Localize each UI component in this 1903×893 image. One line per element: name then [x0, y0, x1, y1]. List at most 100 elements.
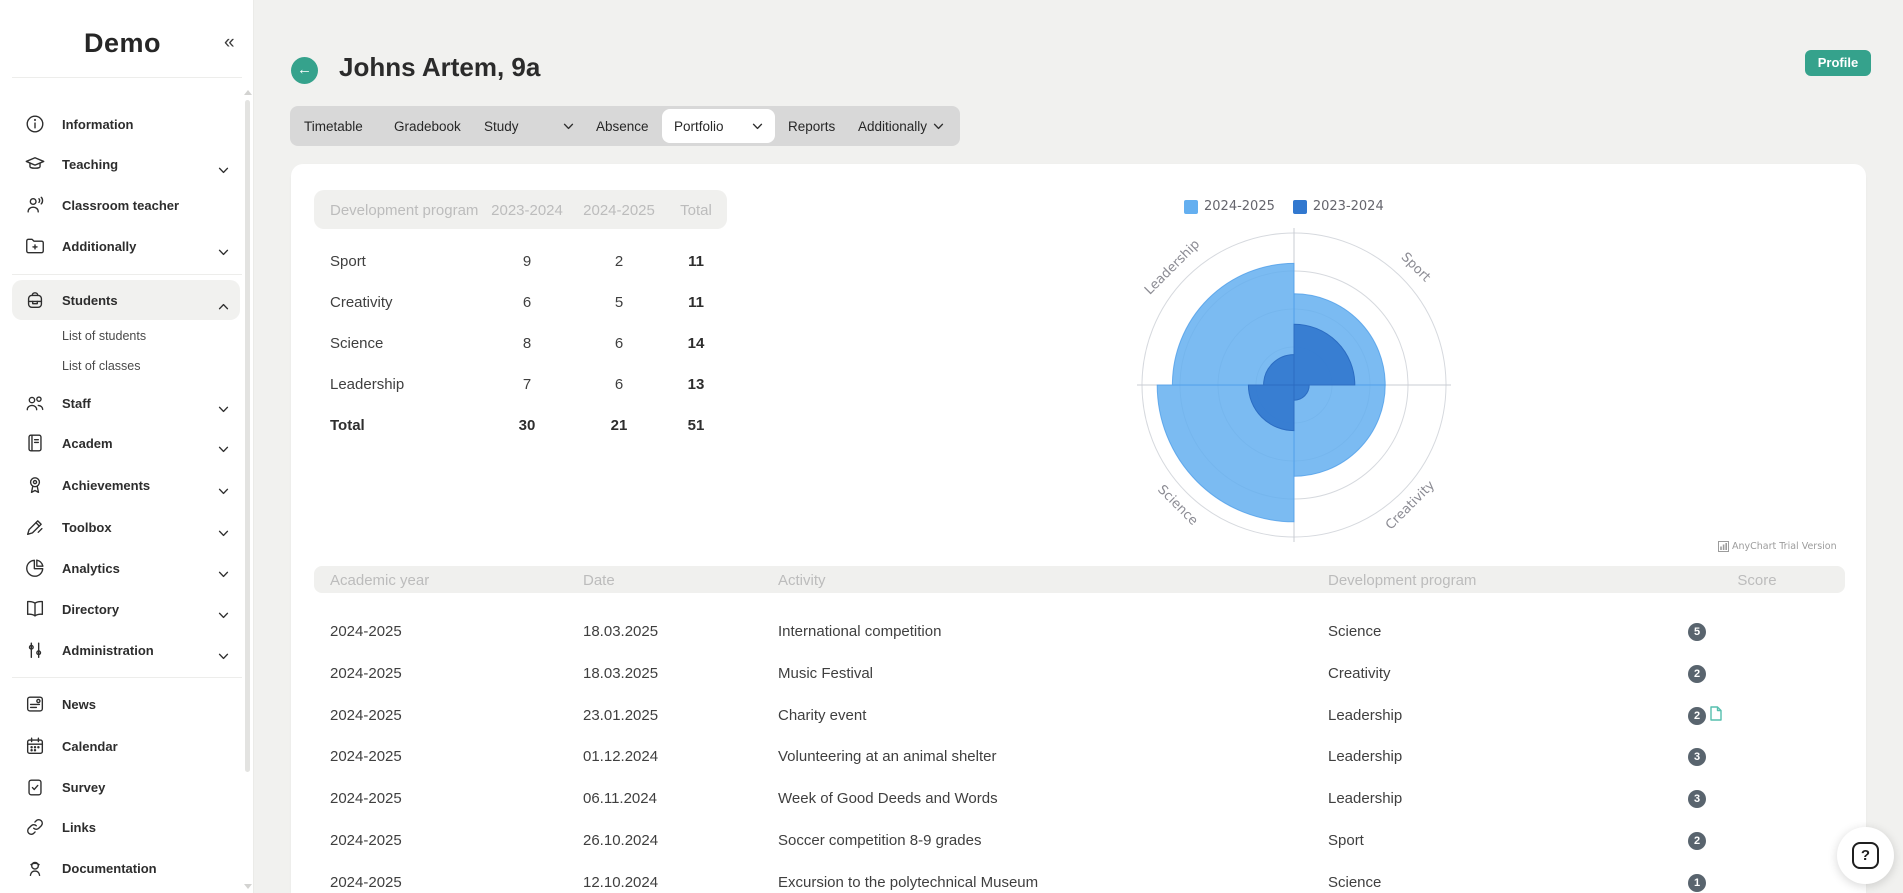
tab-label: Study [484, 118, 519, 134]
back-button[interactable]: ← [291, 57, 318, 84]
tab-label: Absence [596, 118, 649, 134]
sidebar-item-label: Documentation [62, 861, 157, 876]
summary-cell: 51 [687, 417, 705, 434]
sidebar-item-label: Students [62, 293, 118, 308]
activities-cell: 18.03.2025 [583, 623, 659, 640]
sidebar-subitem-list-of-classes[interactable]: List of classes [62, 359, 141, 373]
polar-chart: Sport Creativity Science Leadership [1129, 220, 1459, 550]
summary-col-header: Development program [330, 202, 479, 219]
chevron-down-icon [218, 400, 229, 418]
score-badge: 3 [1688, 790, 1706, 809]
sidebar-item-administration[interactable]: Administration [12, 630, 240, 670]
question-mark-icon: ? [1852, 842, 1879, 869]
activities-cell: 23.01.2025 [583, 706, 659, 724]
tab-label: Gradebook [394, 118, 461, 134]
sidebar-item-teaching[interactable]: Teaching [12, 144, 240, 184]
activities-col-header: Score [1737, 572, 1777, 589]
score-badge: 2 [1688, 706, 1706, 725]
summary-cell: 8 [522, 335, 532, 352]
wedge-sport-2023-2024[interactable] [1293, 323, 1356, 386]
sidebar-item-label: Calendar [62, 739, 118, 754]
sidebar-item-analytics[interactable]: Analytics [12, 548, 240, 588]
chevron-down-icon [563, 123, 574, 130]
scroll-up-icon[interactable] [244, 90, 252, 95]
sidebar-item-achievements[interactable]: Achievements [12, 465, 240, 505]
tab-portfolio[interactable]: Portfolio [662, 109, 775, 143]
chevron-down-icon [933, 123, 944, 130]
activities-cell: International competition [778, 623, 942, 640]
tab-study[interactable]: Study [484, 106, 574, 146]
summary-col-header: Total [680, 202, 712, 219]
graduation-cap-icon [24, 153, 46, 175]
sidebar-collapse-button[interactable]: « [224, 32, 235, 53]
sidebar-item-students[interactable]: Students [12, 280, 240, 320]
tab-label: Portfolio [674, 118, 724, 134]
summary-cell: 7 [522, 376, 532, 393]
activities-cell: Science [1328, 623, 1382, 640]
sidebar-item-academ[interactable]: Academ [12, 423, 240, 463]
sidebar-item-label: Classroom teacher [62, 198, 180, 213]
sidebar-item-toolbox[interactable]: Toolbox [12, 507, 240, 547]
tab-absence[interactable]: Absence [596, 106, 649, 146]
wedge-creativity-2024-2025[interactable] [1293, 384, 1386, 477]
chevron-down-icon [218, 243, 229, 261]
sidebar-item-links[interactable]: Links [12, 807, 240, 847]
summary-cell: 11 [688, 253, 704, 270]
sidebar-item-calendar[interactable]: Calendar [12, 726, 240, 766]
help-button[interactable]: ? [1837, 827, 1894, 884]
profile-button[interactable]: Profile [1805, 50, 1871, 76]
summary-cell: 6 [522, 294, 532, 311]
activities-cell: Soccer competition 8-9 grades [778, 832, 982, 849]
tab-additionally[interactable]: Additionally [858, 106, 944, 146]
activities-cell: Creativity [1328, 664, 1391, 682]
tab-gradebook[interactable]: Gradebook [394, 106, 461, 146]
summary-cell: Science [330, 335, 384, 352]
divider [12, 274, 242, 275]
sidebar-item-news[interactable]: News [12, 684, 240, 724]
sidebar-item-staff[interactable]: Staff [12, 383, 240, 423]
medal-icon [24, 474, 46, 496]
summary-cell: Creativity [330, 294, 393, 311]
sidebar-item-label: Academ [62, 436, 113, 451]
sidebar-subitem-list-of-students[interactable]: List of students [62, 329, 147, 343]
sidebar-item-directory[interactable]: Directory [12, 589, 240, 629]
sidebar-scrollbar[interactable] [245, 100, 250, 772]
summary-cell: Total [330, 417, 365, 434]
summary-cell: 11 [688, 294, 704, 311]
sidebar-item-label: Administration [62, 643, 154, 658]
activities-cell: Leadership [1328, 748, 1403, 766]
legend-item-2023-2024[interactable]: 2023-2024 [1292, 199, 1384, 214]
divider [12, 677, 242, 678]
scroll-down-icon[interactable] [244, 884, 252, 889]
sidebar-item-information[interactable]: Information [12, 104, 240, 144]
wedge-science-2024-2025[interactable] [1156, 384, 1295, 523]
activities-table-header [314, 566, 1845, 593]
tab-reports[interactable]: Reports [788, 106, 835, 146]
summary-table-header [314, 190, 727, 229]
survey-icon [24, 776, 46, 798]
sidebar-item-additionally[interactable]: Additionally [12, 226, 240, 266]
divider [12, 77, 242, 78]
sidebar-item-survey[interactable]: Survey [12, 767, 240, 807]
tab-timetable[interactable]: Timetable [304, 106, 363, 146]
activities-col-header: Date [583, 572, 615, 589]
activities-cell: 2024-2025 [330, 832, 402, 849]
wedge-leadership-2023-2024[interactable] [1263, 354, 1295, 386]
sidebar-item-documentation[interactable]: Documentation [12, 848, 240, 888]
wedge-leadership-2024-2025[interactable] [1171, 262, 1295, 386]
app-title: Demo [84, 28, 162, 58]
news-icon [24, 693, 46, 715]
chart-watermark-icon [1718, 541, 1729, 552]
wedge-science-2023-2024[interactable] [1247, 384, 1295, 432]
legend-item-2024-2025[interactable]: 2024-2025 [1184, 199, 1275, 214]
activities-cell: Leadership [1328, 706, 1403, 724]
score-badge: 3 [1688, 748, 1706, 767]
sidebar-item-label: Survey [62, 780, 106, 795]
score-badge: 2 [1688, 664, 1706, 683]
sidebar-item-classroom-teacher[interactable]: Classroom teacher [12, 185, 240, 225]
attachment-file-icon[interactable] [1710, 705, 1722, 726]
chevron-down-icon [218, 524, 229, 542]
summary-cell: 9 [522, 253, 532, 270]
activities-cell: 01.12.2024 [583, 748, 659, 766]
activities-cell: 2024-2025 [330, 873, 402, 891]
